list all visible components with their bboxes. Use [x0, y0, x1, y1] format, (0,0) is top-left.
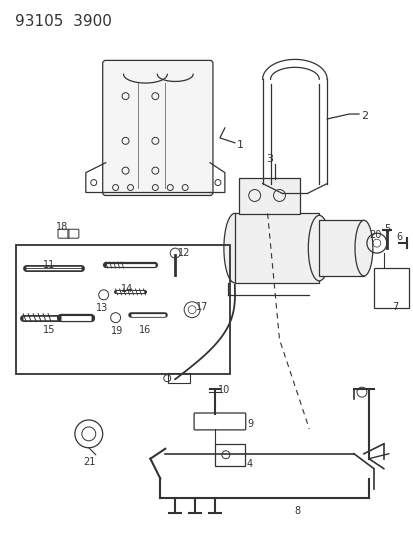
- Text: 7: 7: [391, 302, 397, 312]
- Text: 20: 20: [368, 230, 380, 240]
- Text: 2: 2: [360, 111, 367, 121]
- Text: 13: 13: [95, 303, 108, 313]
- FancyBboxPatch shape: [102, 60, 212, 196]
- Ellipse shape: [308, 215, 330, 281]
- Text: 21: 21: [83, 457, 95, 467]
- Bar: [373, 268, 408, 308]
- Text: 14: 14: [120, 284, 133, 294]
- Text: 1: 1: [236, 140, 243, 150]
- Text: 18: 18: [56, 222, 68, 232]
- Bar: [168, 373, 190, 383]
- Ellipse shape: [223, 213, 245, 283]
- Text: 4: 4: [246, 459, 252, 469]
- Ellipse shape: [354, 220, 372, 276]
- Bar: [234, 213, 318, 283]
- FancyBboxPatch shape: [238, 177, 300, 214]
- Text: 10: 10: [217, 385, 230, 395]
- Bar: [16, 245, 229, 374]
- Text: 8: 8: [294, 506, 300, 516]
- Text: 93105  3900: 93105 3900: [15, 14, 112, 29]
- Text: 3: 3: [266, 154, 273, 164]
- Text: 17: 17: [196, 302, 208, 312]
- Text: 6: 6: [396, 232, 402, 242]
- Bar: [318, 220, 363, 276]
- Text: 9: 9: [247, 419, 253, 429]
- Bar: [214, 444, 244, 466]
- Text: 11: 11: [43, 260, 55, 270]
- Text: 5: 5: [383, 224, 389, 235]
- Text: 16: 16: [138, 325, 150, 335]
- Text: 15: 15: [43, 325, 55, 335]
- Text: 19: 19: [110, 326, 123, 336]
- Text: 12: 12: [178, 248, 190, 258]
